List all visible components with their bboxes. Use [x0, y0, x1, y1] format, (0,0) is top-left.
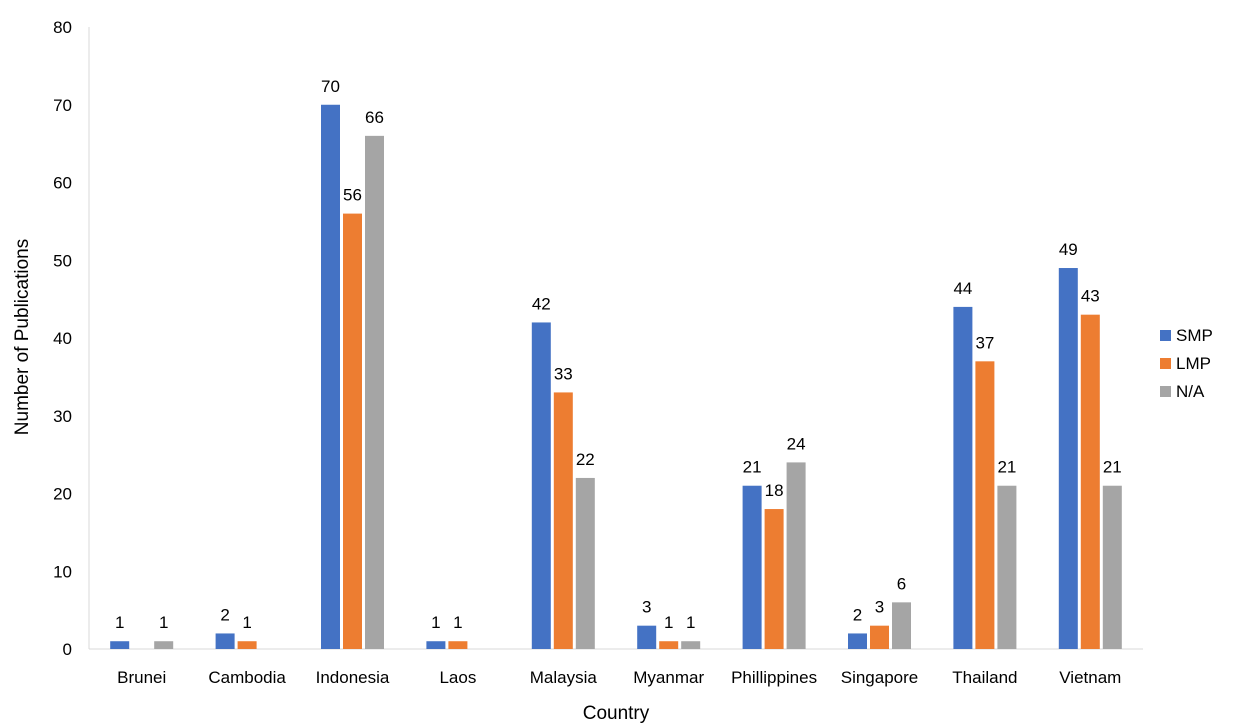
data-label: 22 — [576, 450, 595, 469]
bar-lmp-thailand — [975, 361, 995, 649]
legend-label: SMP — [1176, 326, 1213, 345]
y-tick-label: 40 — [53, 329, 72, 348]
data-label: 21 — [1103, 458, 1122, 477]
data-label: 21 — [743, 458, 762, 477]
category-label: Myanmar — [633, 668, 704, 687]
category-label: Vietnam — [1059, 668, 1121, 687]
data-label: 24 — [787, 434, 806, 453]
bar-na-thailand — [997, 485, 1017, 649]
legend-label: N/A — [1176, 382, 1205, 401]
bar-smp-phillippines — [742, 485, 762, 649]
bar-lmp-cambodia — [237, 641, 257, 649]
y-tick-label: 60 — [53, 174, 72, 193]
legend-swatch — [1160, 386, 1171, 397]
category-label: Brunei — [117, 668, 166, 687]
data-label: 43 — [1081, 287, 1100, 306]
x-axis-title: Country — [583, 703, 650, 723]
legend-label: LMP — [1176, 354, 1211, 373]
bar-smp-vietnam — [1058, 268, 1078, 649]
category-label: Cambodia — [208, 668, 286, 687]
category-label: Phillippines — [731, 668, 817, 687]
category-labels: Brunei Cambodia Indonesia Laos Malaysia Myanm… — [117, 668, 1121, 687]
y-tick-label: 50 — [53, 251, 72, 270]
y-tick-labels: 0 10 20 30 40 50 60 70 80 — [53, 18, 72, 659]
data-label: 37 — [975, 333, 994, 352]
y-tick-label: 30 — [53, 407, 72, 426]
data-label: 33 — [554, 364, 573, 383]
data-label: 1 — [453, 613, 462, 632]
data-label: 66 — [365, 108, 384, 127]
data-label: 1 — [431, 613, 440, 632]
bar-smp-singapore — [848, 633, 867, 649]
category-label: Malaysia — [530, 668, 598, 687]
category-label: Thailand — [952, 668, 1017, 687]
data-label: 44 — [953, 279, 972, 298]
y-axis-title: Number of Publications — [12, 239, 33, 435]
data-label: 42 — [532, 294, 551, 313]
legend-swatch — [1160, 330, 1171, 341]
data-label: 18 — [765, 481, 784, 500]
bar-lmp-malaysia — [553, 392, 573, 649]
y-tick-label: 10 — [53, 562, 72, 581]
data-label: 6 — [897, 574, 906, 593]
y-tick-label: 70 — [53, 96, 72, 115]
data-label: 3 — [642, 598, 651, 617]
bar-lmp-singapore — [870, 625, 889, 649]
legend-swatch — [1160, 358, 1171, 369]
data-label: 70 — [321, 77, 340, 96]
data-label: 3 — [875, 598, 884, 617]
data-label: 1 — [686, 613, 695, 632]
legend: SMP LMP N/A — [1160, 326, 1213, 401]
data-label: 1 — [664, 613, 673, 632]
bar-lmp-vietnam — [1080, 314, 1100, 649]
bar-smp-cambodia — [215, 633, 235, 649]
bar-lmp-myanmar — [659, 641, 679, 649]
category-label: Singapore — [841, 668, 919, 687]
data-label: 56 — [343, 186, 362, 205]
data-label: 1 — [159, 613, 168, 632]
data-label: 1 — [242, 613, 251, 632]
bar-na-singapore — [892, 602, 911, 649]
data-label: 2 — [220, 605, 229, 624]
bar-na-brunei — [154, 641, 174, 649]
data-label: 21 — [997, 458, 1016, 477]
bars — [110, 104, 1122, 650]
bar-na-vietnam — [1102, 485, 1122, 649]
bar-lmp-indonesia — [343, 213, 362, 649]
bar-na-phillippines — [786, 462, 806, 649]
category-label: Laos — [439, 668, 476, 687]
bar-na-malaysia — [575, 477, 595, 649]
bar-smp-brunei — [110, 641, 130, 649]
data-label: 1 — [115, 613, 124, 632]
y-tick-label: 20 — [53, 485, 72, 504]
bar-lmp-phillippines — [764, 509, 784, 649]
bar-smp-laos — [426, 641, 446, 649]
bar-smp-myanmar — [637, 625, 657, 649]
category-label: Indonesia — [316, 668, 390, 687]
bar-smp-thailand — [953, 306, 973, 649]
bar-na-indonesia — [365, 135, 384, 650]
data-label: 2 — [853, 605, 862, 624]
y-tick-label: 80 — [53, 18, 72, 37]
y-tick-label: 0 — [63, 640, 72, 659]
bar-na-myanmar — [681, 641, 701, 649]
bar-smp-indonesia — [321, 104, 340, 649]
bar-smp-malaysia — [531, 322, 551, 649]
data-label: 49 — [1059, 240, 1078, 259]
bar-lmp-laos — [448, 641, 468, 649]
